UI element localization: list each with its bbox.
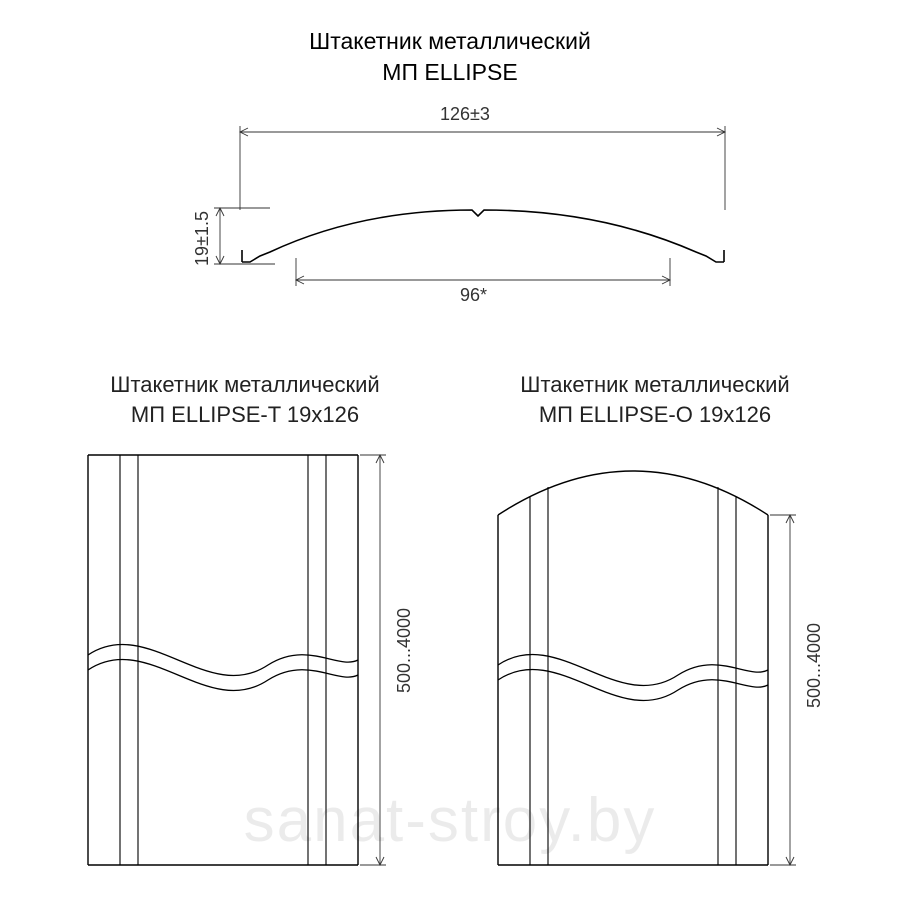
variant-right-drawing bbox=[488, 445, 828, 875]
dim-left-label: 19±1.5 bbox=[192, 211, 213, 266]
variant-right-line1: Штакетник металлический bbox=[480, 370, 830, 400]
variant-left-line1: Штакетник металлический bbox=[70, 370, 420, 400]
variant-left-line2: МП ELLIPSE-T 19х126 bbox=[70, 400, 420, 430]
dim-top-label: 126±3 bbox=[440, 104, 490, 125]
variant-left-drawing bbox=[78, 445, 418, 875]
dim-top-group bbox=[240, 126, 725, 210]
variant-right-title: Штакетник металлический МП ELLIPSE-O 19х… bbox=[480, 370, 830, 429]
profile-cross-section bbox=[200, 120, 730, 290]
variant-left-height-label: 500...4000 bbox=[394, 608, 415, 693]
variant-right-height-label: 500...4000 bbox=[804, 623, 825, 708]
profile-shape bbox=[242, 210, 724, 262]
dim-bottom-group bbox=[296, 258, 670, 286]
title-line1: Штакетник металлический bbox=[0, 28, 900, 55]
main-title: Штакетник металлический МП ELLIPSE bbox=[0, 28, 900, 86]
dim-left-group bbox=[214, 208, 275, 264]
variant-right-line2: МП ELLIPSE-O 19х126 bbox=[480, 400, 830, 430]
variant-left-title: Штакетник металлический МП ELLIPSE-T 19х… bbox=[70, 370, 420, 429]
dim-bottom-label: 96* bbox=[460, 285, 487, 306]
title-line2: МП ELLIPSE bbox=[0, 59, 900, 86]
